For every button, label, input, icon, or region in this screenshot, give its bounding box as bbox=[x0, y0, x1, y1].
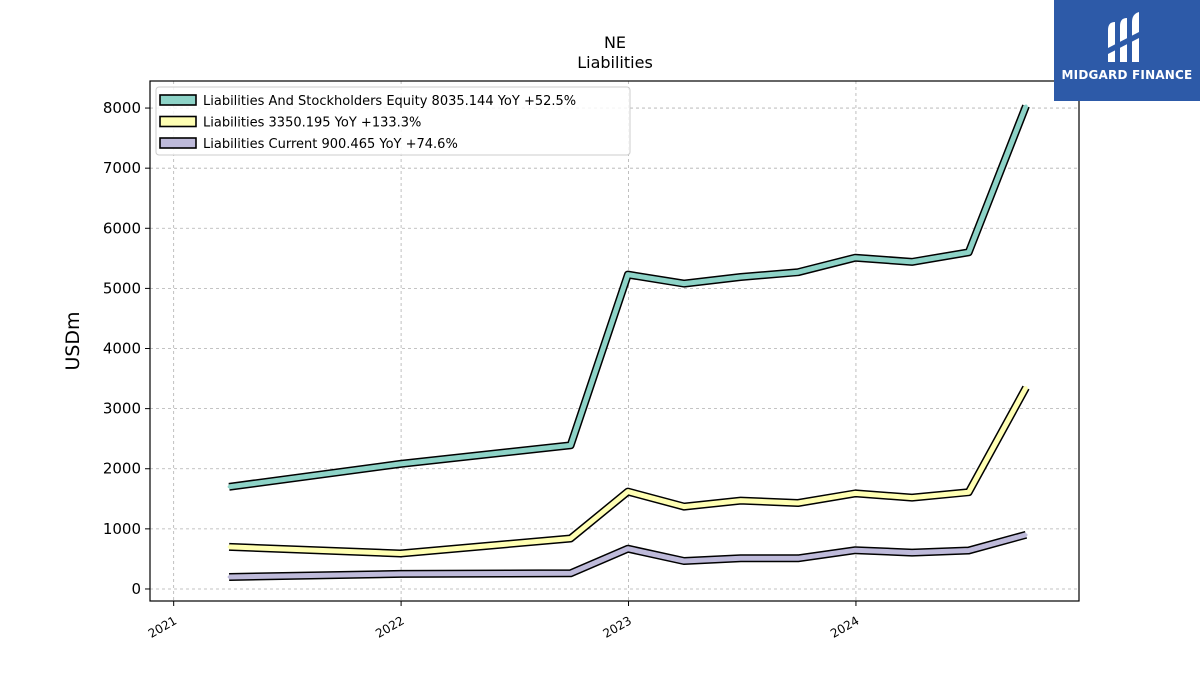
data-point bbox=[227, 545, 231, 549]
y-tick-label: 2000 bbox=[103, 460, 141, 478]
data-point bbox=[910, 551, 914, 555]
y-tick-label: 8000 bbox=[103, 99, 141, 117]
y-tick-label: 5000 bbox=[103, 279, 141, 297]
y-tick-label: 6000 bbox=[103, 219, 141, 237]
y-tick-label: 3000 bbox=[103, 400, 141, 418]
series-line-outline bbox=[229, 530, 1028, 581]
y-tick-label: 7000 bbox=[103, 159, 141, 177]
data-point bbox=[853, 548, 857, 552]
data-point bbox=[739, 275, 743, 279]
series-3 bbox=[227, 530, 1028, 581]
series-line bbox=[228, 104, 1029, 490]
data-point bbox=[1024, 386, 1028, 390]
x-tick-label: 2024 bbox=[828, 613, 861, 640]
data-point bbox=[398, 462, 402, 466]
chart-subtitle: Liabilities bbox=[577, 53, 653, 72]
data-point bbox=[227, 485, 231, 489]
data-point bbox=[796, 270, 800, 274]
data-point bbox=[853, 491, 857, 495]
grid bbox=[150, 81, 1079, 601]
y-axis: 0 1000 2000 3000 4000 5000 6000 7000 8000 bbox=[103, 99, 150, 598]
data-point bbox=[967, 490, 971, 494]
x-tick-label: 2023 bbox=[601, 613, 634, 640]
data-point bbox=[967, 250, 971, 254]
data-point bbox=[569, 536, 573, 540]
series-line-outline bbox=[228, 104, 1030, 491]
data-point bbox=[910, 260, 914, 264]
data-point bbox=[227, 575, 231, 579]
data-point bbox=[626, 273, 630, 277]
data-point bbox=[626, 547, 630, 551]
x-tick-label: 2021 bbox=[146, 613, 179, 640]
data-point bbox=[682, 505, 686, 509]
data-point bbox=[626, 490, 630, 494]
legend-entry: Liabilities 3350.195 YoY +133.3% bbox=[203, 116, 421, 131]
legend-entry: Liabilities Current 900.465 YoY +74.6% bbox=[203, 137, 458, 152]
data-point bbox=[739, 556, 743, 560]
data-point bbox=[853, 256, 857, 260]
data-point bbox=[398, 552, 402, 556]
legend-swatch bbox=[159, 137, 197, 149]
data-point bbox=[569, 443, 573, 447]
brand-name: MIDGARD FINANCE bbox=[1061, 68, 1193, 82]
data-point bbox=[910, 496, 914, 500]
data-point bbox=[398, 572, 402, 576]
x-axis: 2021 2022 2023 2024 bbox=[146, 601, 861, 641]
series-2 bbox=[227, 385, 1030, 558]
plot-frame bbox=[149, 80, 1080, 602]
series-1 bbox=[227, 104, 1030, 491]
data-point bbox=[739, 499, 743, 503]
legend-box bbox=[155, 86, 631, 156]
legend-swatch bbox=[159, 115, 197, 128]
x-tick-label: 2022 bbox=[373, 613, 406, 640]
data-point bbox=[569, 571, 573, 575]
data-point bbox=[1024, 104, 1028, 108]
y-tick-label: 0 bbox=[131, 580, 141, 598]
brand-logo: MIDGARD FINANCE bbox=[1054, 0, 1200, 101]
chart-title: NE bbox=[604, 33, 626, 52]
y-axis-label: USDm bbox=[62, 311, 84, 370]
data-point bbox=[796, 556, 800, 560]
data-point bbox=[682, 282, 686, 286]
legend: Liabilities And Stockholders Equity 8035… bbox=[155, 86, 631, 156]
data-point bbox=[682, 559, 686, 563]
data-point bbox=[967, 549, 971, 553]
y-tick-label: 4000 bbox=[103, 340, 141, 358]
legend-entry: Liabilities And Stockholders Equity 8035… bbox=[203, 94, 576, 109]
legend-swatch bbox=[159, 94, 197, 106]
logo-mark-icon bbox=[1108, 12, 1139, 62]
data-point bbox=[1024, 533, 1028, 537]
series-layer bbox=[227, 104, 1030, 581]
data-point bbox=[796, 501, 800, 505]
y-tick-label: 1000 bbox=[103, 520, 141, 538]
